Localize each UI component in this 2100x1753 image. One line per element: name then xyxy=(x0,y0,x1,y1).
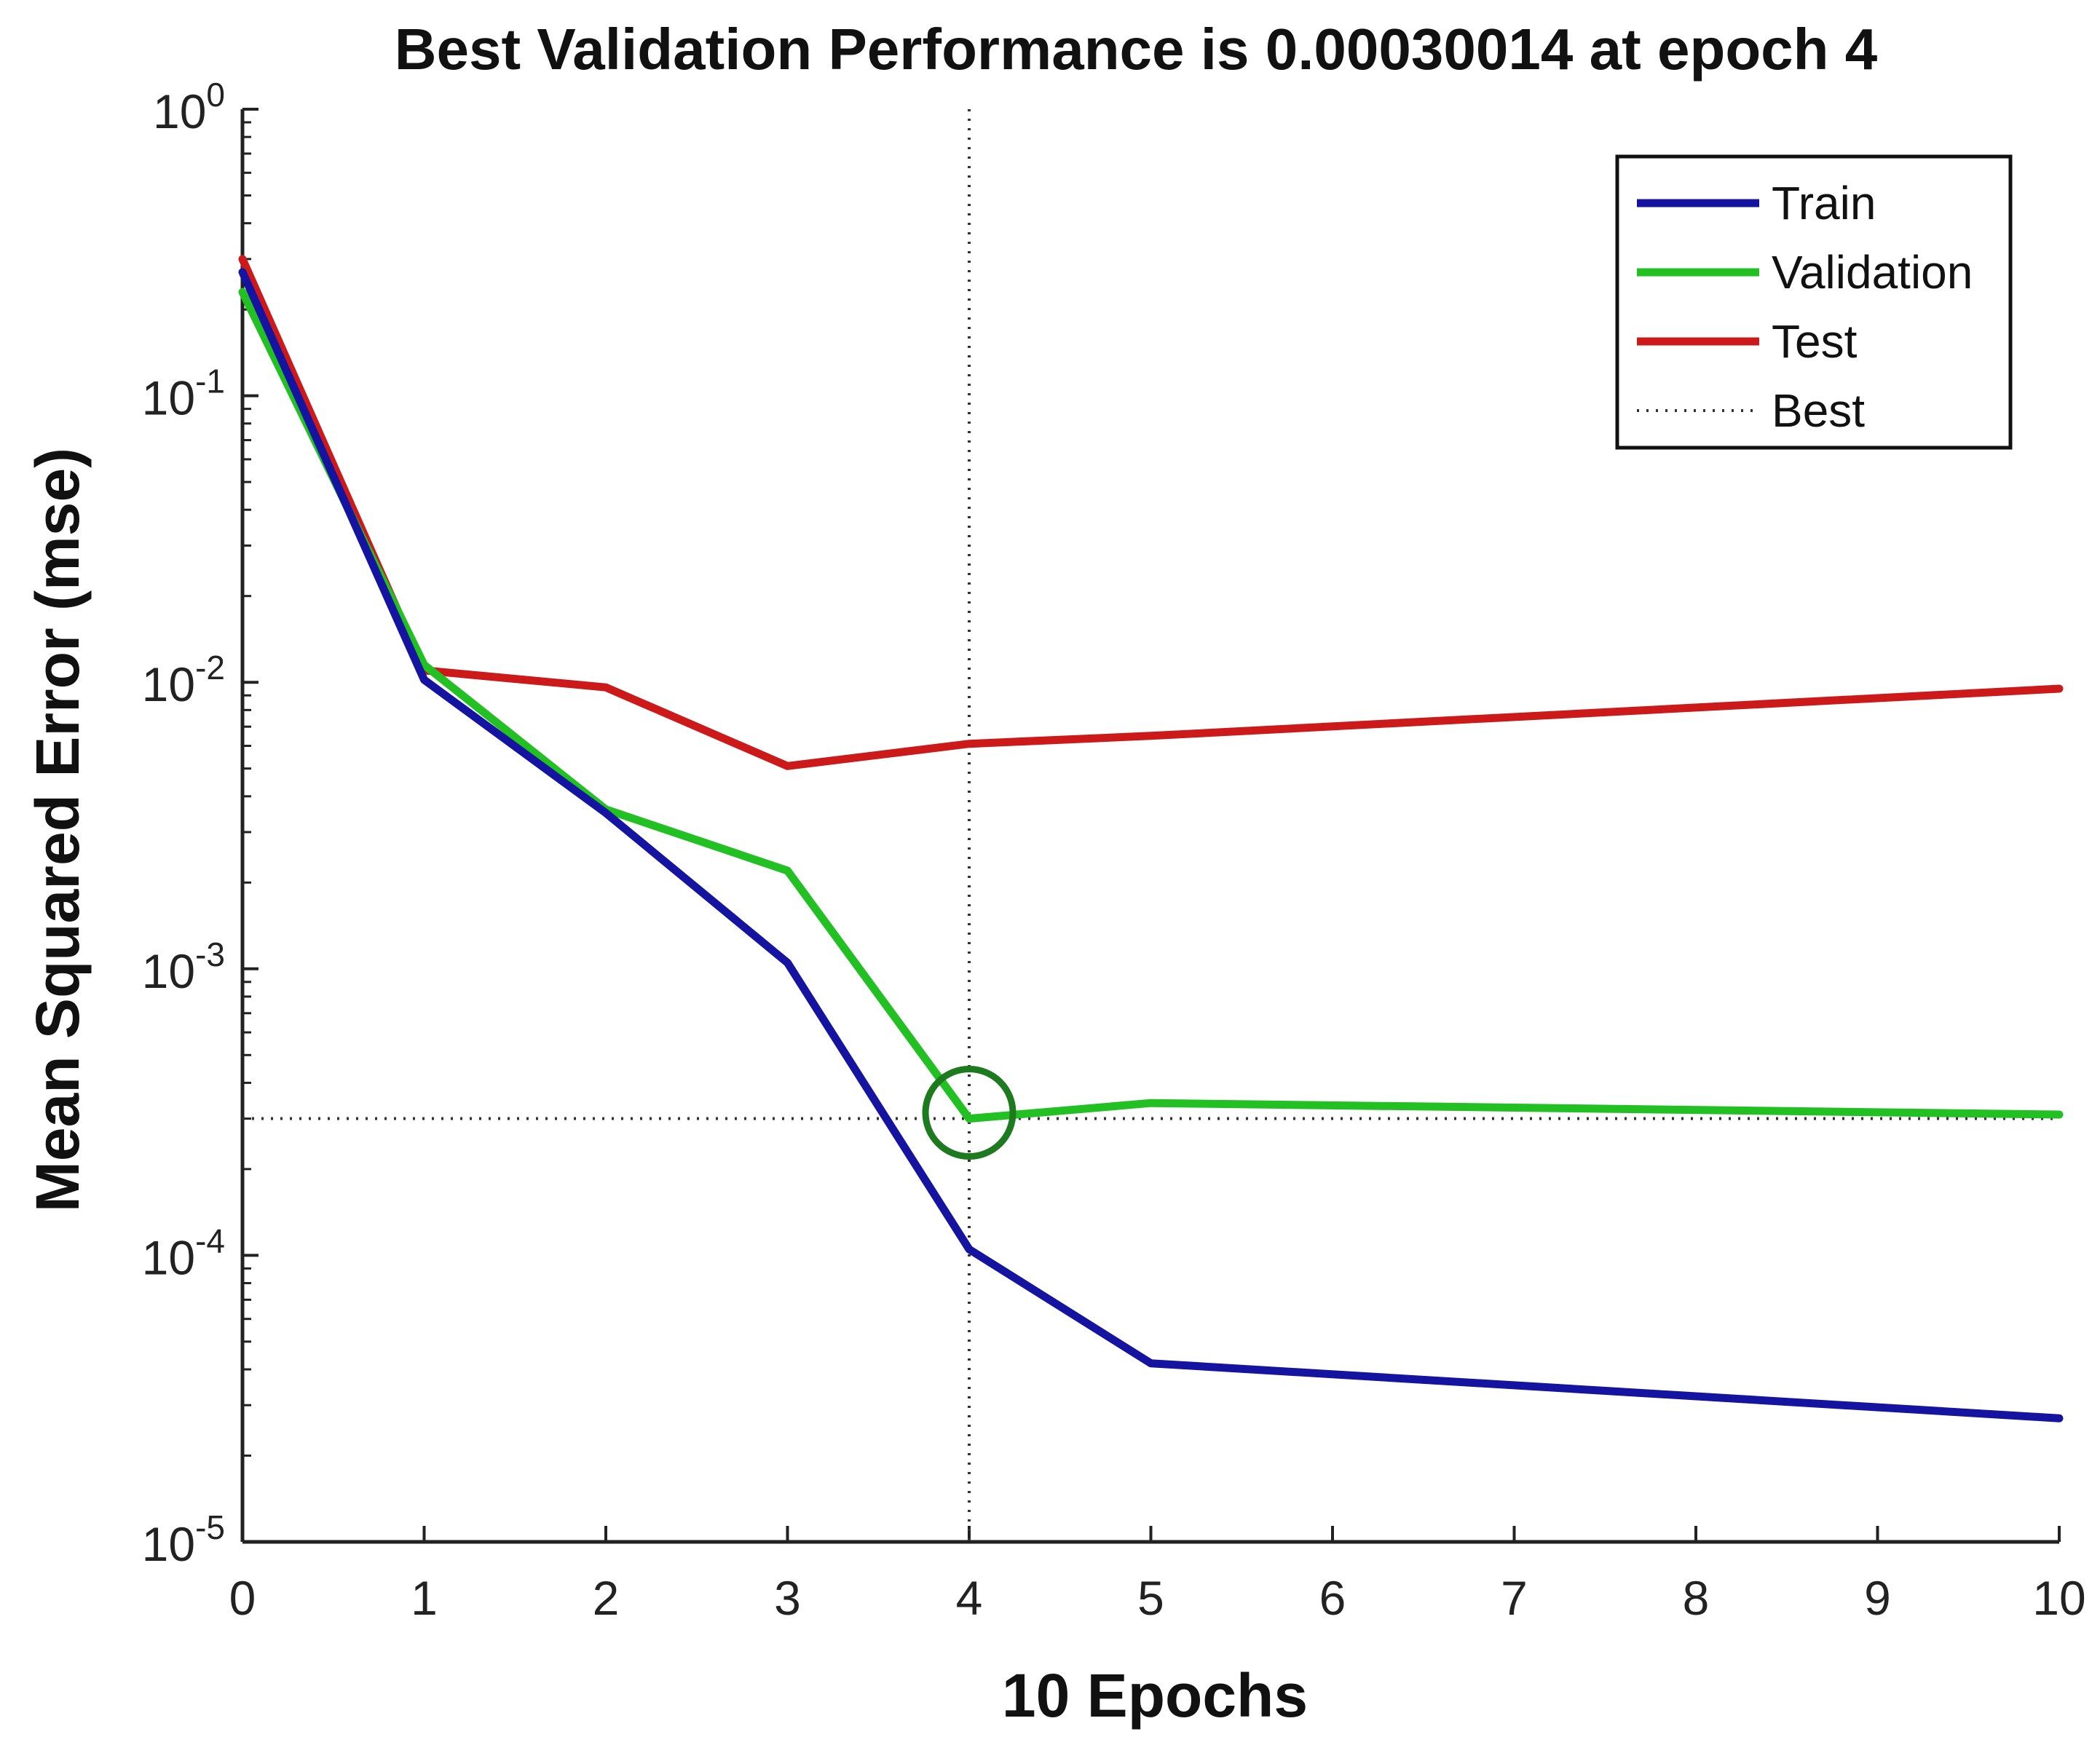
legend-label-best: Best xyxy=(1772,384,1865,437)
best-marker-circle xyxy=(922,1066,1017,1160)
legend-label-test: Test xyxy=(1772,315,1858,368)
x-tick-label: 8 xyxy=(1683,1571,1710,1625)
y-tick-label: 10-4 xyxy=(142,1222,225,1284)
x-tick-label: 4 xyxy=(956,1571,983,1625)
x-tick-label: 3 xyxy=(774,1571,801,1625)
x-tick-label: 10 xyxy=(2032,1571,2085,1625)
y-tick-label: 100 xyxy=(153,76,225,138)
y-tick-label: 10-1 xyxy=(142,363,225,425)
x-tick-label: 1 xyxy=(411,1571,438,1625)
x-tick-label: 5 xyxy=(1137,1571,1164,1625)
legend-label-train: Train xyxy=(1772,177,1876,229)
x-tick-label: 9 xyxy=(1864,1571,1891,1625)
y-axis-label: Mean Squared Error (mse) xyxy=(23,448,92,1212)
legend-label-validation: Validation xyxy=(1772,246,1973,298)
y-tick-label: 10-3 xyxy=(142,935,225,998)
y-tick-label: 10-5 xyxy=(142,1508,225,1571)
x-tick-label: 7 xyxy=(1501,1571,1528,1625)
x-tick-label: 0 xyxy=(229,1571,256,1625)
chart-title: Best Validation Performance is 0.0003001… xyxy=(395,17,1878,82)
y-tick-label: 10-2 xyxy=(142,649,225,711)
x-axis-label: 10 Epochs xyxy=(1002,1661,1308,1730)
series-line-validation xyxy=(238,288,2064,1123)
x-tick-label: 6 xyxy=(1319,1571,1346,1625)
x-tick-label: 2 xyxy=(593,1571,620,1625)
series-line-train xyxy=(238,268,2064,1422)
